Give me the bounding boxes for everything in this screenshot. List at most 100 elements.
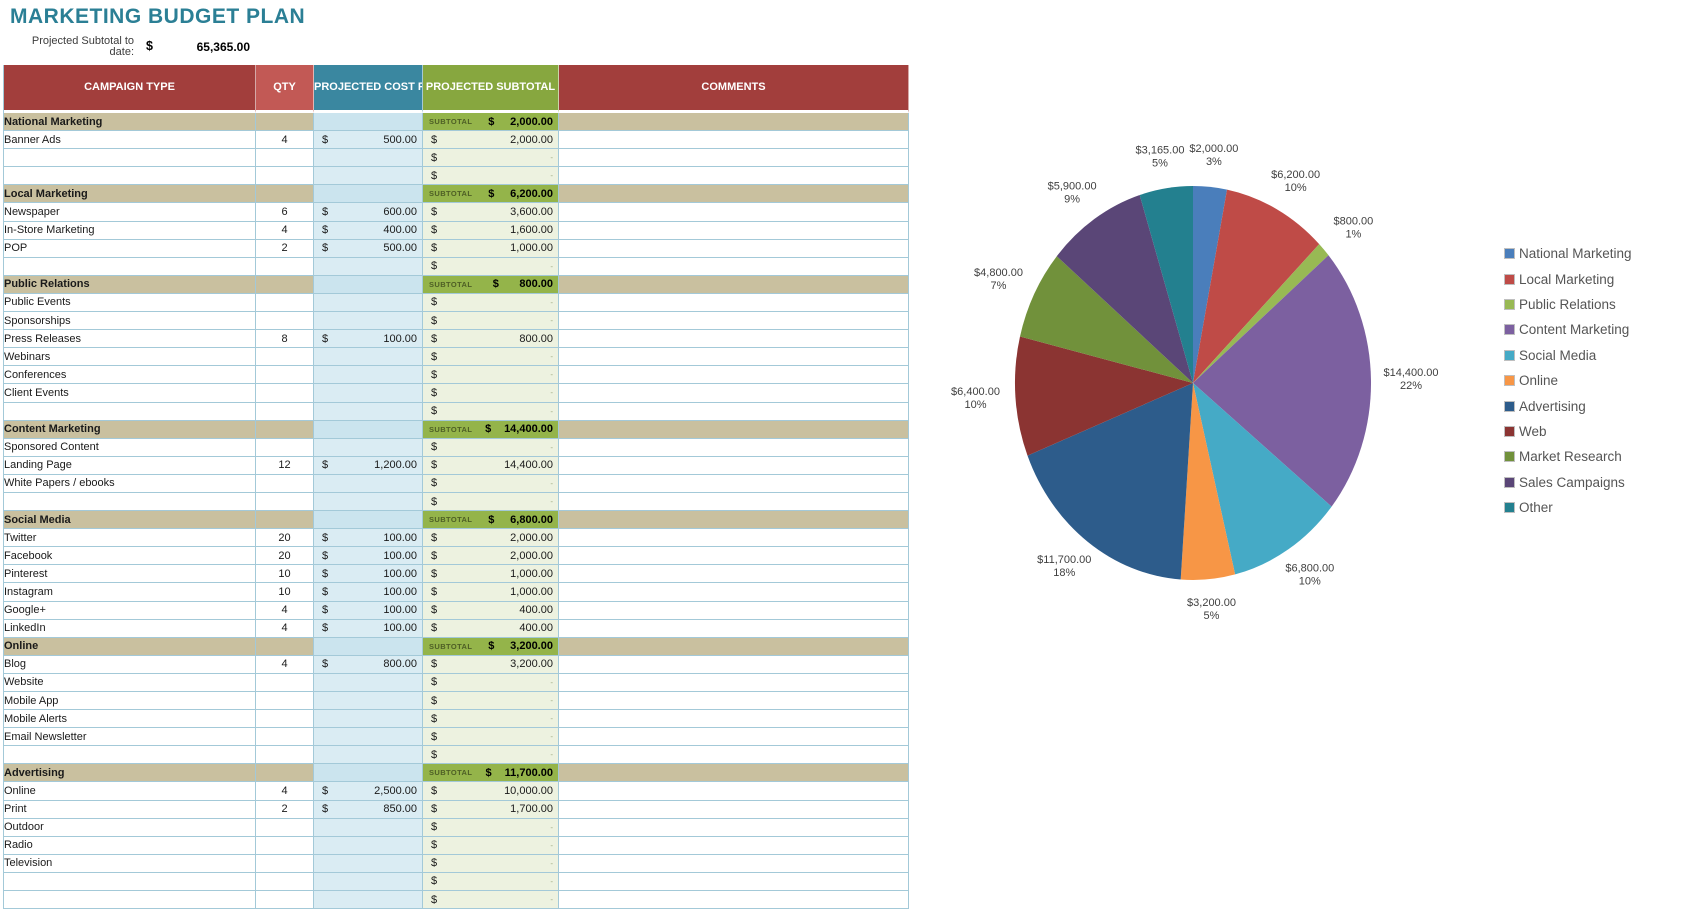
cell-qty[interactable] [256,167,314,186]
cell-subtotal[interactable]: $2,000.00 [423,547,559,566]
cell-qty[interactable]: 20 [256,529,314,548]
cell-campaign[interactable]: White Papers / ebooks [4,474,256,493]
cell-comments[interactable] [559,583,909,602]
cell-campaign[interactable]: Website [4,673,256,692]
cell-cost[interactable] [314,710,423,729]
cell-qty[interactable]: 4 [256,655,314,674]
cell-cost[interactable] [314,384,423,403]
cell-subtotal[interactable]: $ - [423,348,559,367]
pie-slice-advertising[interactable] [1027,383,1194,580]
cell-subtotal[interactable]: $ - [423,312,559,331]
cell-campaign[interactable]: In-Store Marketing [4,221,256,240]
pie-slice-content-marketing[interactable] [1193,255,1372,507]
cell-cost[interactable] [314,257,423,276]
cell-qty[interactable]: 6 [256,203,314,222]
legend-item-public-relations[interactable]: Public Relations [1504,292,1632,317]
cell-comments[interactable] [559,854,909,873]
cell-campaign[interactable]: Email Newsletter [4,728,256,747]
cell-cost[interactable]: $600.00 [314,203,423,222]
header-projected-subtotal[interactable]: PROJECTED SUBTOTAL [423,65,559,113]
cell-campaign[interactable]: Blog [4,655,256,674]
cell-comments[interactable] [559,872,909,892]
cell-cost[interactable]: $100.00 [314,547,423,566]
cell-campaign[interactable]: Banner Ads [4,131,256,150]
cell-cost[interactable]: $800.00 [314,655,423,674]
cell-campaign[interactable]: Google+ [4,601,256,620]
cell-qty[interactable] [256,710,314,729]
cell-subtotal[interactable]: $ - [423,149,559,168]
cell-qty[interactable] [256,149,314,168]
cell-comments[interactable] [559,764,909,783]
cell-campaign[interactable]: Instagram [4,583,256,602]
cell-comments[interactable] [559,456,909,475]
cell-subtotal[interactable]: $400.00 [423,619,559,638]
cell-cost[interactable] [314,438,423,457]
cell-cost[interactable] [314,149,423,168]
cell-qty[interactable]: 4 [256,782,314,801]
cell-cost[interactable] [314,474,423,493]
cell-comments[interactable] [559,221,909,240]
cell-subtotal[interactable]: $ - [423,746,559,765]
cell-subtotal[interactable]: $ - [423,818,559,837]
cell-subtotal[interactable]: $1,000.00 [423,583,559,602]
cell-cost[interactable]: $400.00 [314,221,423,240]
cell-campaign[interactable]: Online [4,782,256,801]
cell-campaign[interactable]: Outdoor [4,818,256,837]
cell-comments[interactable] [559,511,909,530]
cell-qty[interactable] [256,438,314,457]
cell-qty[interactable] [256,312,314,331]
cell-qty[interactable] [256,854,314,873]
cell-qty[interactable] [256,746,314,765]
cell-cost[interactable] [314,854,423,873]
cell-campaign[interactable] [4,167,256,186]
cell-subtotal[interactable]: $ - [423,402,559,421]
cell-subtotal[interactable]: SUBTOTAL $2,000.00 [423,113,559,132]
cell-cost[interactable] [314,637,423,656]
cell-campaign[interactable]: National Marketing [4,113,256,132]
cell-qty[interactable]: 8 [256,330,314,349]
cell-comments[interactable] [559,818,909,837]
cell-campaign[interactable]: Pinterest [4,565,256,584]
cell-comments[interactable] [559,167,909,186]
cell-comments[interactable] [559,131,909,150]
cell-qty[interactable]: 4 [256,601,314,620]
cell-subtotal[interactable]: $ - [423,474,559,493]
cell-subtotal[interactable]: $ - [423,492,559,512]
cell-cost[interactable]: $1,200.00 [314,456,423,475]
cell-campaign[interactable]: Television [4,854,256,873]
cell-campaign[interactable] [4,872,256,892]
header-campaign-type[interactable]: CAMPAIGN TYPE [4,65,256,113]
cell-subtotal[interactable]: $ - [423,366,559,385]
cell-cost[interactable]: $100.00 [314,619,423,638]
cell-qty[interactable]: 10 [256,583,314,602]
cell-qty[interactable] [256,836,314,855]
cell-cost[interactable] [314,818,423,837]
cell-subtotal[interactable]: $ - [423,710,559,729]
cell-qty[interactable] [256,764,314,783]
cell-subtotal[interactable]: $2,000.00 [423,131,559,150]
cell-qty[interactable]: 12 [256,456,314,475]
cell-comments[interactable] [559,728,909,747]
cell-subtotal[interactable]: $1,000.00 [423,239,559,258]
cell-comments[interactable] [559,710,909,729]
cell-qty[interactable]: 2 [256,239,314,258]
cell-cost[interactable] [314,872,423,892]
cell-campaign[interactable]: Mobile Alerts [4,710,256,729]
pie-slice-web[interactable] [1014,336,1193,456]
cell-campaign[interactable]: POP [4,239,256,258]
cell-campaign[interactable]: Mobile App [4,692,256,711]
cell-comments[interactable] [559,348,909,367]
cell-campaign[interactable]: Facebook [4,547,256,566]
cell-subtotal[interactable]: $ - [423,167,559,186]
cell-subtotal[interactable]: SUBTOTAL $6,800.00 [423,511,559,530]
cell-qty[interactable] [256,673,314,692]
cell-qty[interactable] [256,366,314,385]
cell-qty[interactable] [256,275,314,294]
cell-comments[interactable] [559,330,909,349]
cell-campaign[interactable] [4,492,256,512]
cell-cost[interactable] [314,293,423,313]
pie-slice-public-relations[interactable] [1193,244,1329,383]
cell-subtotal[interactable]: $2,000.00 [423,529,559,548]
cell-qty[interactable]: 4 [256,619,314,638]
